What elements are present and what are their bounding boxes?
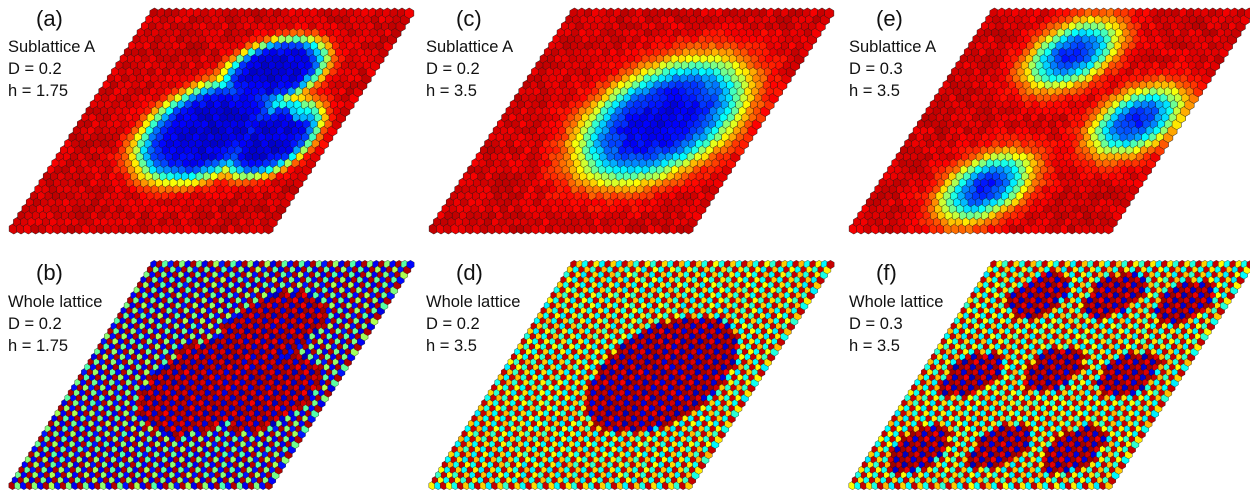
panel-a-lattice [8,7,415,235]
